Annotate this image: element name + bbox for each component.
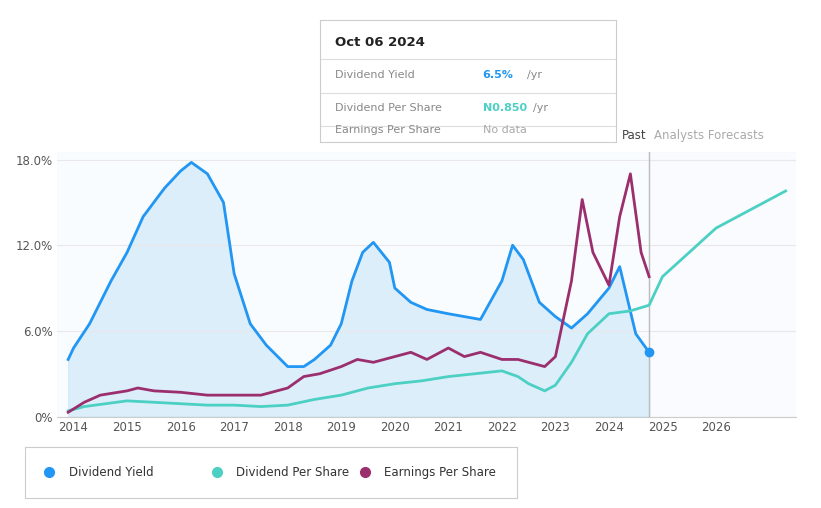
Text: Earnings Per Share: Earnings Per Share	[335, 125, 441, 135]
Text: 6.5%: 6.5%	[483, 70, 514, 80]
Text: /yr: /yr	[533, 103, 548, 113]
Text: Dividend Per Share: Dividend Per Share	[236, 466, 350, 479]
Text: Dividend Per Share: Dividend Per Share	[335, 103, 442, 113]
Bar	[649, 152, 796, 417]
Text: Analysts Forecasts: Analysts Forecasts	[654, 129, 764, 142]
Text: Earnings Per Share: Earnings Per Share	[384, 466, 496, 479]
Text: Past: Past	[621, 129, 646, 142]
Text: /yr: /yr	[527, 70, 542, 80]
Text: No data: No data	[483, 125, 526, 135]
Text: Oct 06 2024: Oct 06 2024	[335, 36, 424, 49]
Text: Dividend Yield: Dividend Yield	[69, 466, 154, 479]
Text: N0.850: N0.850	[483, 103, 527, 113]
Text: Dividend Yield: Dividend Yield	[335, 70, 415, 80]
Bar	[57, 152, 649, 417]
